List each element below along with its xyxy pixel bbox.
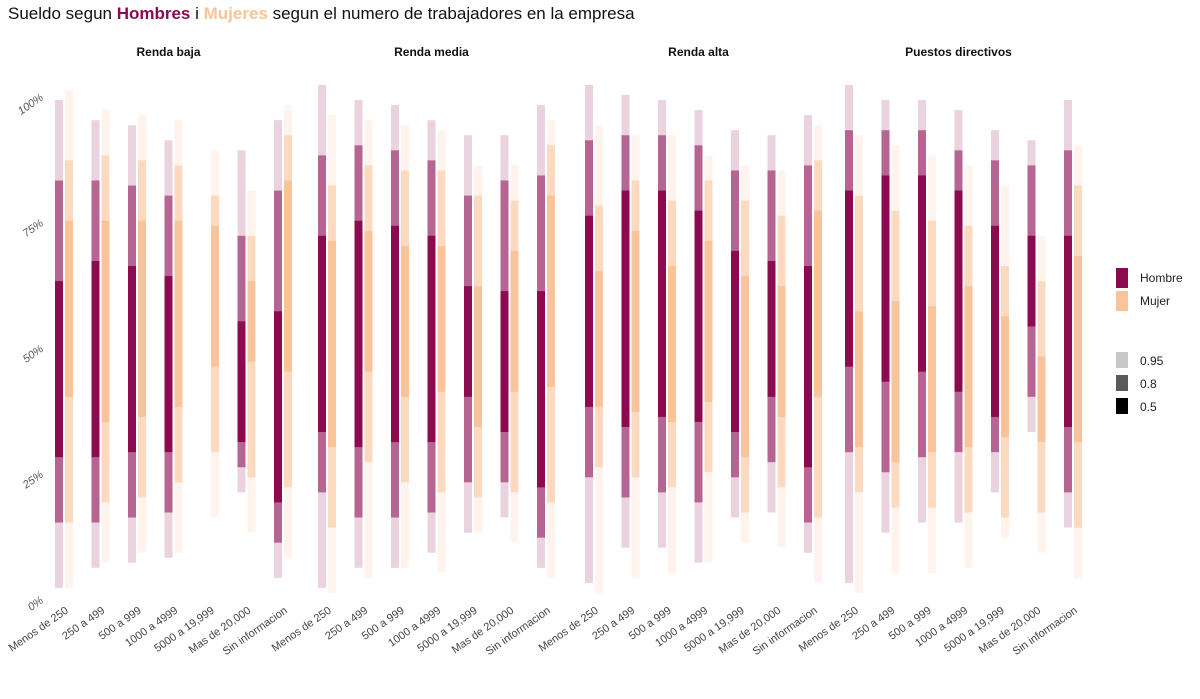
interval-mujer-0.5 <box>891 301 900 463</box>
interval-mujer-0.5 <box>741 276 749 458</box>
facet-title-1: Renda baja <box>136 45 200 59</box>
interval-hombre-0.5 <box>731 250 739 433</box>
x-tick-label: Sin informacion <box>1011 605 1080 658</box>
interval-mujer-0.5 <box>777 286 786 417</box>
facet-title-3: Renda alta <box>668 45 729 59</box>
interval-hombre-0.5 <box>1027 235 1036 327</box>
legend-swatch-mujer <box>1116 291 1128 311</box>
interval-hombre-0.5 <box>391 225 399 443</box>
interval-mujer-0.5 <box>138 220 146 417</box>
y-tick-label: 25% <box>20 469 46 492</box>
interval-hombre-0.5 <box>918 175 926 372</box>
y-tick-label: 0% <box>26 595 46 614</box>
interval-hombre-0.5 <box>464 286 472 397</box>
legend-swatch-level <box>1116 398 1128 414</box>
legend-swatch-level <box>1116 375 1128 391</box>
interval-mujer-0.5 <box>65 220 73 397</box>
legend-swatch-level <box>1116 352 1128 368</box>
interval-mujer-0.5 <box>1037 356 1046 443</box>
legend-label-level: 0.5 <box>1140 400 1157 414</box>
legend-label-level: 0.95 <box>1140 354 1164 368</box>
interval-hombre-0.5 <box>621 190 630 427</box>
interval-mujer-0.5 <box>814 210 822 397</box>
interval-mujer-0.5 <box>328 240 336 448</box>
interval-mujer-0.5 <box>474 286 482 427</box>
interval-hombre-0.5 <box>237 321 246 443</box>
interval-hombre-0.5 <box>991 225 999 417</box>
interval-mujer-0.5 <box>855 311 863 448</box>
title-mujeres: Mujeres <box>203 4 268 23</box>
interval-hombre-0.5 <box>500 291 509 433</box>
interval-hombre-0.5 <box>804 266 812 468</box>
interval-hombre-0.5 <box>318 235 326 433</box>
interval-mujer-0.5 <box>1074 255 1082 443</box>
facet-title-2: Renda media <box>394 45 469 59</box>
interval-mujer-0.5 <box>631 230 640 412</box>
interval-hombre-0.5 <box>658 190 666 417</box>
interval-mujer-0.5 <box>928 306 936 453</box>
interval-mujer-0.5 <box>547 195 555 387</box>
interval-mujer-0.5 <box>364 230 373 372</box>
legend-label-mujer: Mujer <box>1140 294 1170 308</box>
interval-mujer-0.5 <box>704 240 713 402</box>
interval-mujer-0.5 <box>211 225 219 367</box>
interval-hombre-0.5 <box>954 190 963 392</box>
interval-mujer-0.5 <box>174 220 183 407</box>
title-prefix: Sueldo segun <box>8 4 117 23</box>
interval-hombre-0.5 <box>767 260 776 397</box>
interval-mujer-0.5 <box>1001 316 1009 438</box>
legend-label-level: 0.8 <box>1140 377 1157 391</box>
interval-mujer-0.5 <box>437 245 446 392</box>
facet-title-4: Puestos directivos <box>905 45 1012 59</box>
interval-mujer-0.5 <box>401 245 409 397</box>
interval-hombre-0.5 <box>55 281 63 458</box>
interval-mujer-0.5 <box>284 180 292 372</box>
interval-hombre-0.5 <box>881 175 890 382</box>
interval-mujer-0.5 <box>247 281 256 362</box>
y-tick-label: 100% <box>16 92 46 118</box>
interval-hombre-0.5 <box>128 266 136 453</box>
title-hombres: Hombres <box>116 4 191 23</box>
y-tick-label: 50% <box>21 343 46 366</box>
interval-mujer-0.5 <box>101 220 110 422</box>
title-suffix: segun el numero de trabajadores en la em… <box>267 4 635 23</box>
interval-hombre-0.5 <box>1064 235 1072 427</box>
legend-swatch-hombre <box>1116 268 1128 288</box>
interval-mujer-0.5 <box>510 250 519 392</box>
y-tick-label: 75% <box>21 217 46 240</box>
interval-hombre-0.5 <box>537 291 545 488</box>
legend-label-hombre: Hombre <box>1140 271 1183 285</box>
title-joiner: i <box>190 4 204 23</box>
interval-mujer-0.5 <box>964 286 973 448</box>
interval-hombre-0.5 <box>274 311 282 503</box>
interval-hombre-0.5 <box>164 276 173 453</box>
interval-hombre-0.5 <box>845 190 853 367</box>
interval-hombre-0.5 <box>354 220 363 448</box>
interval-hombre-0.5 <box>694 210 703 422</box>
x-tick-label: Menos de 250 <box>7 605 71 655</box>
interval-hombre-0.5 <box>91 260 100 458</box>
interval-hombre-0.5 <box>427 235 436 443</box>
interval-hombre-0.5 <box>585 215 593 407</box>
interval-mujer-0.5 <box>595 271 603 407</box>
interval-mujer-0.5 <box>668 266 676 422</box>
chart-title: Sueldo segun Hombres i Mujeres segun el … <box>8 4 635 24</box>
